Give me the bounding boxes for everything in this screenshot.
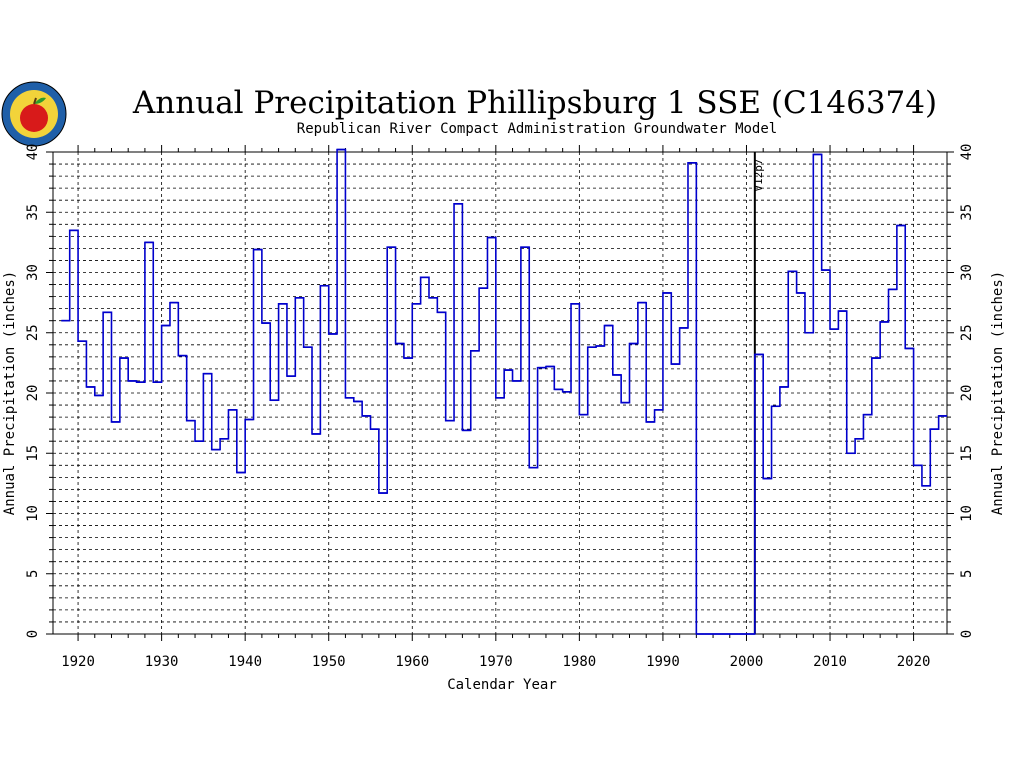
annotation-label: V12p7 xyxy=(752,158,765,191)
y-tick-label-left: 10 xyxy=(25,505,41,522)
y-tick-label-left: 5 xyxy=(25,570,41,578)
y-tick-label-right: 40 xyxy=(959,144,975,161)
y-tick-label-left: 0 xyxy=(25,630,41,638)
series-layer xyxy=(61,148,947,635)
plot-frame xyxy=(52,151,948,635)
x-tick-label: 1950 xyxy=(312,654,346,670)
y-tick-label-right: 25 xyxy=(959,324,975,341)
x-axis-label: Calendar Year xyxy=(447,677,557,693)
x-tick-label: 2020 xyxy=(897,654,931,670)
y-axis-label-left: Annual Precipitation (inches) xyxy=(2,271,18,515)
x-tick-label: 2010 xyxy=(813,654,847,670)
y-axis-left: 0 5 10 15 20 25 30 35 40 xyxy=(25,144,53,638)
y-tick-label-left: 30 xyxy=(25,264,41,281)
chart-subtitle: Republican River Compact Administration … xyxy=(297,121,777,137)
x-axis: 1920 1930 1940 1950 1960 1970 1980 1990 2000 2010… xyxy=(61,145,930,670)
y-tick-label-left: 40 xyxy=(25,144,41,161)
x-tick-label: 1960 xyxy=(395,654,429,670)
y-tick-label-right: 20 xyxy=(959,385,975,402)
chart-title: Annual Precipitation Phillipsburg 1 SSE … xyxy=(132,85,937,121)
y-tick-label-right: 15 xyxy=(959,445,975,462)
y-tick-label-left: 15 xyxy=(25,445,41,462)
y-axis-right: 0 5 10 15 20 25 30 35 40 xyxy=(947,144,975,638)
y-tick-label-left: 35 xyxy=(25,204,41,221)
x-tick-label: 2000 xyxy=(730,654,764,670)
y-tick-label-right: 0 xyxy=(959,630,975,638)
y-tick-label-right: 5 xyxy=(959,570,975,578)
y-tick-label-right: 30 xyxy=(959,264,975,281)
x-tick-label: 1920 xyxy=(61,654,95,670)
x-tick-label: 1940 xyxy=(228,654,262,670)
x-tick-label: 1980 xyxy=(563,654,597,670)
y-axis-label-right: Annual Precipitation (inches) xyxy=(990,271,1006,515)
x-tick-label: 1930 xyxy=(145,654,179,670)
x-tick-label: 1990 xyxy=(646,654,680,670)
y-tick-label-left: 25 xyxy=(25,324,41,341)
y-tick-label-right: 35 xyxy=(959,204,975,221)
logo-seal xyxy=(1,81,67,147)
x-tick-label: 1970 xyxy=(479,654,513,670)
y-tick-label-left: 20 xyxy=(25,385,41,402)
y-tick-label-right: 10 xyxy=(959,505,975,522)
